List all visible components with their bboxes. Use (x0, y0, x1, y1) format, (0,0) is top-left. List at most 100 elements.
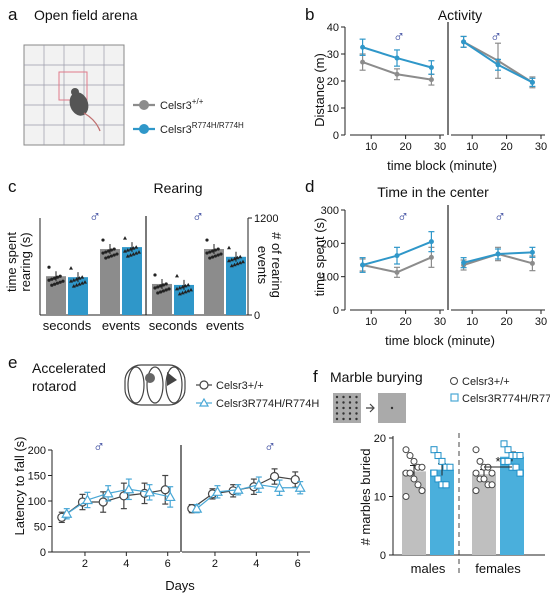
data-point (229, 263, 234, 268)
data-point (461, 260, 467, 266)
bar (100, 249, 120, 315)
rotarod-illustration (124, 364, 186, 406)
data-point (480, 475, 488, 483)
data-point (229, 257, 234, 262)
y-tick-label: 150 (28, 471, 46, 483)
data-point (227, 245, 231, 250)
x-category-label: events (206, 318, 245, 333)
data-point (156, 291, 160, 295)
x-tick-label: 6 (165, 558, 171, 570)
data-point (47, 265, 51, 269)
data-point (238, 254, 243, 259)
data-point (216, 247, 220, 251)
y-tick-label: 0 (40, 547, 46, 559)
data-point (402, 446, 410, 454)
x-category-label: seconds (43, 318, 92, 333)
x-tick-label: 4 (123, 558, 129, 570)
y-tick-label: 10 (374, 492, 386, 504)
data-point (360, 262, 366, 268)
data-point (77, 282, 82, 286)
data-point (418, 487, 426, 495)
data-point (131, 246, 136, 250)
data-point (430, 446, 438, 454)
data-point (159, 290, 163, 294)
female-symbol: ♂ (192, 209, 204, 226)
marble-dot (348, 395, 352, 399)
data-point (159, 284, 163, 288)
bar (402, 471, 426, 555)
x-tick-label: 10 (466, 316, 478, 328)
data-point (109, 254, 113, 258)
female-symbol: ♂ (494, 209, 506, 226)
marble-dot (342, 406, 345, 410)
marble-dot (335, 401, 339, 404)
data-point (500, 440, 508, 448)
rotarod-legend-mut: Celsr3R774H/R774H (216, 398, 319, 410)
data-point (235, 255, 240, 260)
y-tick-label: 100 (321, 272, 339, 284)
panel-a-title: Open field arena (34, 7, 138, 23)
data-point (232, 484, 244, 494)
data-point (69, 279, 73, 283)
arena-illustration (23, 44, 125, 146)
data-point (71, 284, 76, 288)
chart-rotarod: Accelerated rotarod Celsr3+/+ Celsr3R774… (12, 360, 319, 593)
y-tick-label: 50 (34, 522, 46, 534)
data-point (205, 251, 209, 255)
data-point (472, 446, 480, 454)
data-point (529, 79, 535, 85)
data-point (235, 261, 240, 266)
marble-dot (348, 406, 352, 410)
y-tick-label: 20 (327, 76, 339, 88)
data-point (80, 281, 85, 285)
chart-b-title: Activity (438, 7, 482, 23)
y-tick-label: 100 (28, 496, 46, 508)
y-tick-label-right: 0 (254, 310, 260, 322)
data-point (123, 483, 135, 494)
x-tick-label: 2 (82, 558, 88, 570)
data-point (107, 249, 111, 253)
data-point (394, 269, 400, 275)
data-point (183, 283, 188, 288)
data-point (98, 497, 108, 507)
data-point (119, 491, 129, 501)
data-point (294, 482, 306, 492)
female-symbol: ♂ (264, 439, 276, 456)
data-point (134, 245, 139, 249)
significance-star: * (495, 454, 500, 469)
data-point (438, 457, 446, 465)
data-point (189, 287, 193, 292)
chart-activity: Activity Distance (m) time block (minute… (312, 7, 547, 173)
rotarod-legend-wt: Celsr3+/+ (216, 380, 264, 392)
panel-label-e: e (8, 353, 17, 372)
data-point (61, 279, 65, 283)
data-point (428, 77, 434, 83)
marble-dot (335, 417, 339, 421)
data-point (160, 485, 170, 495)
data-point (442, 481, 450, 489)
data-point (153, 273, 157, 277)
data-point (504, 457, 512, 465)
data-point (434, 452, 442, 460)
data-point (472, 487, 480, 495)
male-symbol: ♂ (397, 209, 409, 226)
data-point (102, 487, 114, 498)
data-point (128, 253, 133, 257)
data-point (495, 251, 501, 257)
data-point (238, 260, 243, 265)
x-tick-label: 30 (434, 141, 446, 153)
y-tick-label: 0 (333, 305, 339, 317)
data-point (115, 252, 119, 256)
data-point (137, 250, 141, 254)
marble-dot (348, 401, 352, 404)
y-tick-label: 200 (321, 238, 339, 250)
male-symbol: ♂ (393, 29, 405, 46)
data-point (241, 259, 245, 264)
y-tick-label-right: 1200 (254, 213, 278, 225)
data-point (472, 469, 480, 477)
data-point (55, 275, 60, 279)
data-point (104, 256, 108, 260)
chart-c-ylabel-left-1: time spent (4, 232, 19, 292)
data-point (495, 62, 501, 68)
data-point (253, 478, 265, 489)
